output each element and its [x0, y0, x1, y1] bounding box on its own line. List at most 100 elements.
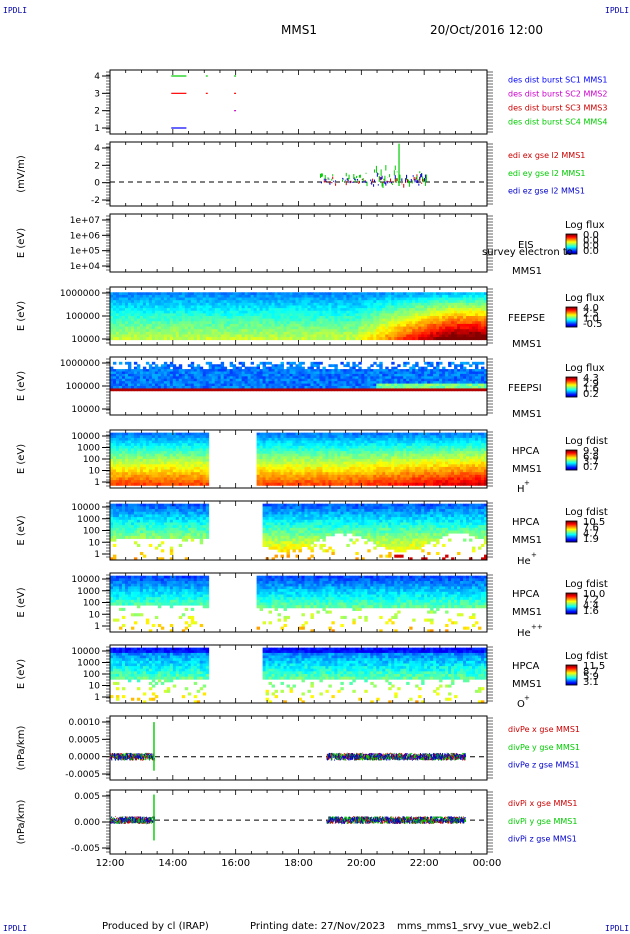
feepsi-cell	[112, 386, 117, 389]
feepse-cell	[463, 302, 467, 306]
feepsi-cell	[304, 371, 308, 375]
feepse-cell	[145, 337, 150, 341]
feepse-cell	[484, 302, 488, 306]
feepsi-cell	[199, 373, 204, 377]
feepse-cell	[376, 329, 380, 333]
feepse-cell	[259, 294, 263, 298]
hpca_h-cell	[178, 445, 183, 449]
feepsi-cell	[364, 369, 368, 372]
feepse-cell	[277, 321, 281, 325]
feepse-cell	[247, 305, 252, 309]
feepsi-cell	[439, 383, 443, 387]
feepse-cell	[121, 302, 126, 306]
feepse-cell	[397, 323, 401, 327]
feepse-cell	[370, 334, 374, 338]
feepsi-cell	[385, 376, 389, 380]
hpca_h-cell	[163, 437, 168, 441]
feepsi-cell	[331, 381, 335, 384]
feepse-cell	[319, 292, 323, 296]
hpca_h-cell	[175, 474, 180, 478]
feepsi-cell	[280, 366, 284, 370]
feepse-cell	[232, 329, 237, 333]
hpca_h-cell	[148, 451, 153, 455]
feepsi-cell	[139, 386, 144, 389]
feepsi-cell	[244, 381, 249, 384]
feepse-cell	[301, 337, 305, 341]
feepsi-cell	[400, 383, 404, 387]
feepse-cell	[466, 323, 470, 327]
feepse-cell	[193, 308, 198, 312]
feepse-cell	[298, 316, 302, 320]
feepsi-cell	[274, 388, 278, 392]
eis-colorbar-title: Log flux	[565, 220, 605, 231]
feepse-cell	[466, 321, 470, 325]
feepse-cell	[466, 294, 470, 298]
feepse-cell	[370, 294, 374, 298]
feepsi-cell	[322, 376, 326, 380]
feepsi-cell	[463, 361, 467, 365]
feepse-cell	[334, 326, 338, 330]
feepse-cell	[175, 329, 180, 333]
feepse-cell	[256, 310, 261, 314]
hpca_h-cell	[139, 435, 144, 439]
feepse-cell	[208, 331, 213, 335]
feepse-cell	[430, 316, 434, 320]
feepse-cell	[271, 326, 275, 330]
feepse-cell	[286, 321, 290, 325]
feepse-cell	[388, 334, 392, 338]
feepsi-cell	[481, 376, 485, 380]
feepsi-cell	[340, 371, 344, 375]
feepse-cell	[139, 313, 144, 317]
hpca_h-cell	[139, 480, 144, 484]
feepse-cell	[340, 302, 344, 306]
feepse-cell	[478, 297, 482, 301]
hpca_h-cell	[160, 445, 165, 449]
feepse-cell	[277, 337, 281, 341]
feepsi-cell	[316, 383, 320, 387]
datetime-title: 20/Oct/2016 12:00	[430, 23, 544, 37]
feepse-cell	[400, 300, 404, 304]
feepse-cell	[421, 308, 425, 312]
feepse-cell	[427, 305, 431, 309]
feepsi-cell	[208, 388, 213, 392]
feepsi-cell	[250, 373, 255, 377]
feepse-cell	[112, 302, 117, 306]
feepsi-cell	[427, 371, 431, 375]
feepse-cell	[370, 316, 374, 320]
feepse-cell	[184, 318, 189, 322]
feepsi-cell	[481, 383, 485, 387]
feepsi-cell	[199, 369, 204, 372]
feepse-cell	[478, 323, 482, 327]
feepse-colorbar-cell	[566, 318, 577, 320]
feepse-cell	[214, 300, 219, 304]
feepse-cell	[172, 337, 177, 341]
hpca_h-cell	[112, 453, 117, 457]
feepse-cell	[418, 334, 422, 338]
feepse-cell	[367, 329, 371, 333]
hpca_h-cell	[166, 440, 171, 444]
feepse-cell	[439, 305, 443, 309]
feepse-cell	[139, 297, 144, 301]
feepse-cell	[361, 329, 365, 333]
feepse-cell	[415, 331, 419, 335]
feepse-cell	[136, 329, 141, 333]
feepsi-cell	[424, 383, 428, 387]
feepse-cell	[148, 305, 153, 309]
feepse-cell	[133, 334, 138, 338]
feepsi-cell	[262, 383, 266, 387]
feepse-cell	[259, 318, 263, 322]
feepsi-cell	[226, 386, 231, 389]
feepsi-cell	[415, 369, 419, 372]
feepsi-cell	[289, 366, 293, 370]
feepse-cell	[400, 337, 404, 341]
feepse-cell	[169, 321, 174, 325]
hpca_h-cell	[181, 451, 186, 455]
hpca_h-cell	[202, 461, 207, 465]
feepse-cell	[163, 326, 168, 330]
feepsi-cell	[130, 388, 135, 392]
feepse-cell	[151, 323, 156, 327]
hpca_h-cell	[124, 459, 129, 463]
feepse-cell	[157, 316, 162, 320]
feepse-cell	[478, 316, 482, 320]
